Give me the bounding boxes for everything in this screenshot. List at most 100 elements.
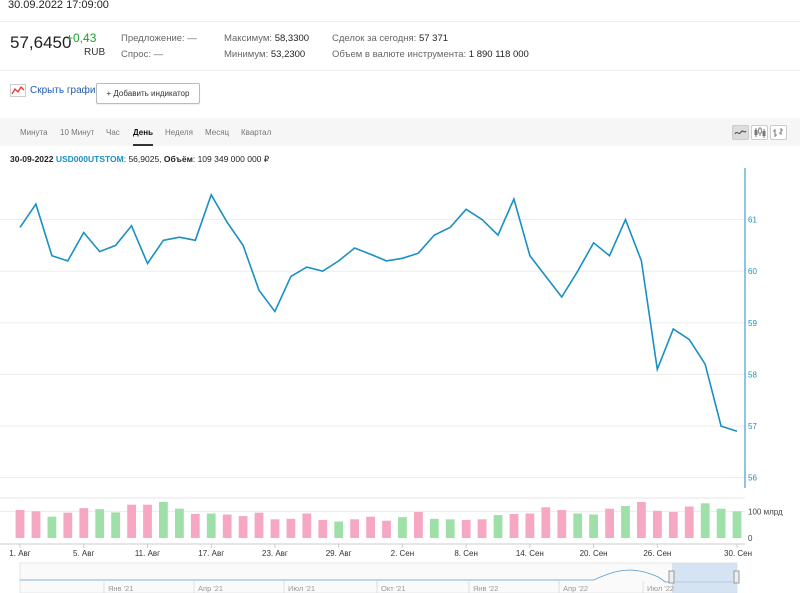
y-tick-label: 57 <box>748 422 757 431</box>
navigator-label: Июл '22 <box>647 584 674 593</box>
volume-bar <box>143 504 152 538</box>
hide-chart-link[interactable]: Скрыть график <box>10 84 100 97</box>
min-value: 53,2300 <box>270 49 306 60</box>
volume-bar <box>350 519 359 538</box>
bid-value: — <box>153 49 164 60</box>
volume-zero-label: 0 <box>748 534 753 543</box>
volume-bar <box>653 510 662 538</box>
datetime: 30.09.2022 17:09:00 <box>8 0 109 11</box>
period-tabs: Минута 10 Минут Час День Неделя Месяц Кв… <box>0 118 800 146</box>
grid <box>0 219 745 479</box>
volume-bar <box>461 519 471 538</box>
volume-bar <box>222 514 232 538</box>
navigator-track <box>19 562 738 593</box>
deals-stat: Сделок за сегодня: 57 371 <box>332 33 448 44</box>
y-tick-label: 61 <box>748 216 757 225</box>
current-price: 57,6450 <box>10 33 72 52</box>
volume-bar <box>318 519 328 538</box>
navigator-label: Янв '21 <box>108 584 133 593</box>
tab-week[interactable]: Неделя <box>165 128 193 137</box>
volume-bar <box>541 507 551 538</box>
volume-bar <box>334 521 344 538</box>
x-tick-label: 29. Авг <box>326 549 352 558</box>
x-tick-label: 14. Сен <box>516 549 544 558</box>
volume-stat: Объем в валюте инструмента: 1 890 118 00… <box>332 49 529 60</box>
volume-bar <box>190 514 200 538</box>
tab-hour[interactable]: Час <box>106 128 120 137</box>
navigator[interactable]: Янв '21 Апр '21 Июл '21 Окт '21 Янв '22 Апр '… <box>19 562 740 593</box>
volume-bar <box>668 511 678 538</box>
volume-bar <box>414 511 423 538</box>
info-ticker[interactable]: USD000UTSTOM <box>55 154 124 164</box>
info-volume: : 109 349 000 000 ₽ <box>192 154 270 164</box>
volume-bar <box>175 508 184 538</box>
volume-bar <box>637 502 646 538</box>
ohlc-bars-icon[interactable] <box>770 125 787 140</box>
volume-bar <box>573 513 583 538</box>
volume-value: 1 890 118 000 <box>468 49 529 60</box>
add-indicator-button[interactable]: + Добавить индикатор <box>96 83 200 104</box>
data-point-info: 30-09-2022 USD000UTSTOM: 56,9025, Объём:… <box>10 154 269 165</box>
chart-icon <box>10 84 26 97</box>
tab-month[interactable]: Месяц <box>205 128 230 137</box>
navigator-label: Окт '21 <box>381 584 406 593</box>
line-chart-icon[interactable] <box>732 125 749 140</box>
x-tick-label: 1. Авг <box>9 549 30 558</box>
bid-label: Спрос: <box>121 49 151 60</box>
volume-bar <box>493 515 503 538</box>
y-tick-label: 58 <box>748 370 757 379</box>
price-line <box>19 192 738 432</box>
price-chart[interactable]: 61 60 59 58 57 56 100 млрд 0 1. Авг 5. Авг 11. А… <box>0 168 800 593</box>
navigator-selection[interactable] <box>672 563 737 593</box>
volume-bar <box>525 513 535 538</box>
volume-bar <box>302 513 312 538</box>
x-tick-label: 2. Сен <box>391 549 415 558</box>
x-tick-label: 8. Сен <box>454 549 478 558</box>
info-date: 30-09-2022 <box>10 154 54 164</box>
tab-10-minutes[interactable]: 10 Минут <box>60 128 95 137</box>
info-volume-label: Объём <box>163 154 193 164</box>
offer-label: Предложение: <box>121 33 185 44</box>
x-tick-label: 23. Авг <box>262 549 288 558</box>
volume-bar <box>700 503 710 538</box>
navigator-line <box>20 569 737 583</box>
bid-stat: Спрос: — <box>121 49 163 60</box>
info-price: : 56,9025, <box>123 154 164 164</box>
volume-bar <box>15 510 25 538</box>
volume-bar <box>127 504 136 538</box>
volume-bar <box>445 519 455 538</box>
navigator-label: Янв '22 <box>473 584 498 593</box>
volume-bar <box>684 506 694 538</box>
tab-minute[interactable]: Минута <box>20 128 48 137</box>
volume-bar <box>716 508 726 538</box>
offer-stat: Предложение: — <box>121 33 197 44</box>
x-tick-label: 17. Авг <box>198 549 224 558</box>
volume-bar <box>605 508 614 538</box>
y-tick-label: 60 <box>748 267 757 276</box>
y-tick-label: 59 <box>748 319 757 328</box>
volume-bar <box>95 509 105 538</box>
navigator-handle-left[interactable] <box>668 570 675 584</box>
volume-bar <box>366 516 375 538</box>
volume-bar <box>621 506 630 538</box>
candlestick-icon[interactable] <box>751 125 768 140</box>
volume-bar <box>429 518 439 538</box>
volume-bar <box>398 517 407 538</box>
max-label: Максимум: <box>224 33 273 44</box>
tab-day[interactable]: День <box>133 128 153 146</box>
volume-bar <box>31 511 41 538</box>
y-axis: 61 60 59 58 57 56 <box>744 168 757 488</box>
tab-quarter[interactable]: Квартал <box>241 128 272 137</box>
min-label: Минимум: <box>224 49 269 60</box>
x-axis: 1. Авг 5. Авг 11. Авг 17. Авг 23. Авг 29. Авг… <box>0 543 752 558</box>
price-change: +0,43 <box>66 31 97 45</box>
divider <box>0 21 800 22</box>
volume-bar <box>254 512 264 538</box>
max-stat: Максимум: 58,3300 <box>224 33 309 44</box>
deals-value: 57 371 <box>418 33 449 44</box>
volume-label: Объем в валюте инструмента: <box>332 49 467 60</box>
navigator-handle-right[interactable] <box>733 570 740 584</box>
volume-tick-label: 100 млрд <box>748 507 783 516</box>
volume-bar <box>111 512 120 538</box>
volume-bar <box>732 511 742 538</box>
